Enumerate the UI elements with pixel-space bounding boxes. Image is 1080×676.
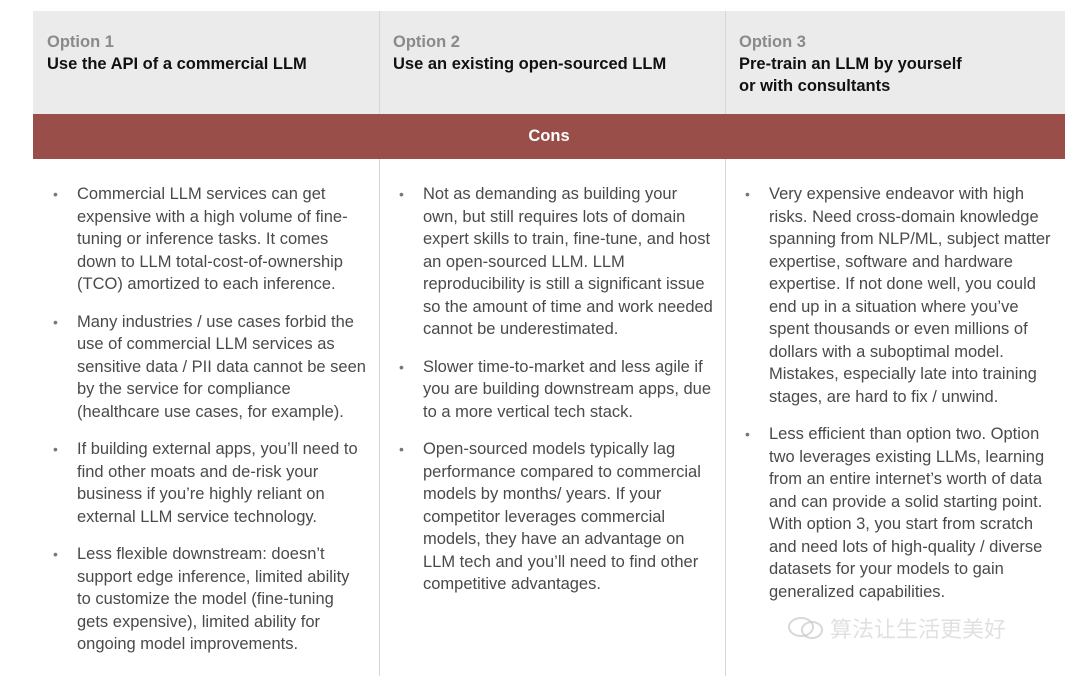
comparison-table: Option 1 Use the API of a commercial LLM… [33,11,1065,676]
cons-list-item: • Very expensive endeavor with high risks… [739,183,1057,408]
option-2-title: Use an existing open-sourced LLM [393,55,667,73]
option-1-cons-list: • Commercial LLM services can get expensi… [47,183,367,656]
cons-list-item: • Open-sourced models typically lag perfo… [393,438,713,596]
cons-list-item: • Less efficient than option two. Option … [739,423,1057,603]
option-2-label: Option 2 [393,33,460,51]
bullet-icon: • [53,441,58,457]
option-3-label: Option 3 [739,33,806,51]
option-1-title: Use the API of a commercial LLM [47,55,307,73]
option-2-cons-list: • Not as demanding as building your own, … [393,183,713,596]
column-divider-2 [725,11,726,676]
option-3-cons: • Very expensive endeavor with high risks… [739,183,1057,618]
option-2-header: Option 2 Use an existing open-sourced LL… [379,11,725,114]
option-1-cons: • Commercial LLM services can get expensi… [47,183,367,671]
cons-item-text: Very expensive endeavor with high risks.… [769,185,1051,406]
table-header-row: Option 1 Use the API of a commercial LLM… [33,11,1065,114]
cons-item-text: Slower time-to-market and less agile if … [423,357,712,421]
option-1-label: Option 1 [47,33,114,51]
cons-item-text: Not as demanding as building your own, b… [423,185,713,338]
bullet-icon: • [399,441,404,457]
bullet-icon: • [399,358,404,375]
cons-section-label: Cons [528,127,570,145]
bullet-icon: • [53,186,58,202]
option-3-title: Pre-train an LLM by yourself or with con… [739,55,962,95]
option-2-cons: • Not as demanding as building your own, … [393,183,713,611]
column-divider-1 [379,11,380,676]
cons-item-text: If building external apps, you’ll need t… [77,440,358,526]
option-3-cons-list: • Very expensive endeavor with high risks… [739,183,1057,603]
bullet-icon: • [745,186,750,202]
cons-list-item: • Commercial LLM services can get expensi… [47,183,367,296]
cons-body-row: • Commercial LLM services can get expensi… [33,159,1065,676]
cons-item-text: Open-sourced models typically lag perfor… [423,440,701,593]
cons-list-item: • Not as demanding as building your own, … [393,183,713,341]
cons-item-text: Less efficient than option two. Option t… [769,425,1045,601]
cons-item-text: Commercial LLM services can get expensiv… [77,185,348,293]
bullet-icon: • [53,313,58,330]
bullet-icon: • [399,186,404,202]
bullet-icon: • [745,426,750,442]
bullet-icon: • [53,546,58,562]
cons-list-item: • If building external apps, you’ll need … [47,438,367,528]
option-3-header: Option 3 Pre-train an LLM by yourself or… [725,11,1065,114]
cons-item-text: Many industries / use cases forbid the u… [77,312,366,421]
cons-list-item: • Slower time-to-market and less agile if… [393,356,713,424]
option-1-header: Option 1 Use the API of a commercial LLM [33,11,379,114]
cons-item-text: Less flexible downstream: doesn’t suppor… [77,545,350,653]
cons-section-band: Cons [33,114,1065,159]
cons-list-item: • Many industries / use cases forbid the … [47,311,367,424]
cons-list-item: • Less flexible downstream: doesn’t suppo… [47,543,367,656]
